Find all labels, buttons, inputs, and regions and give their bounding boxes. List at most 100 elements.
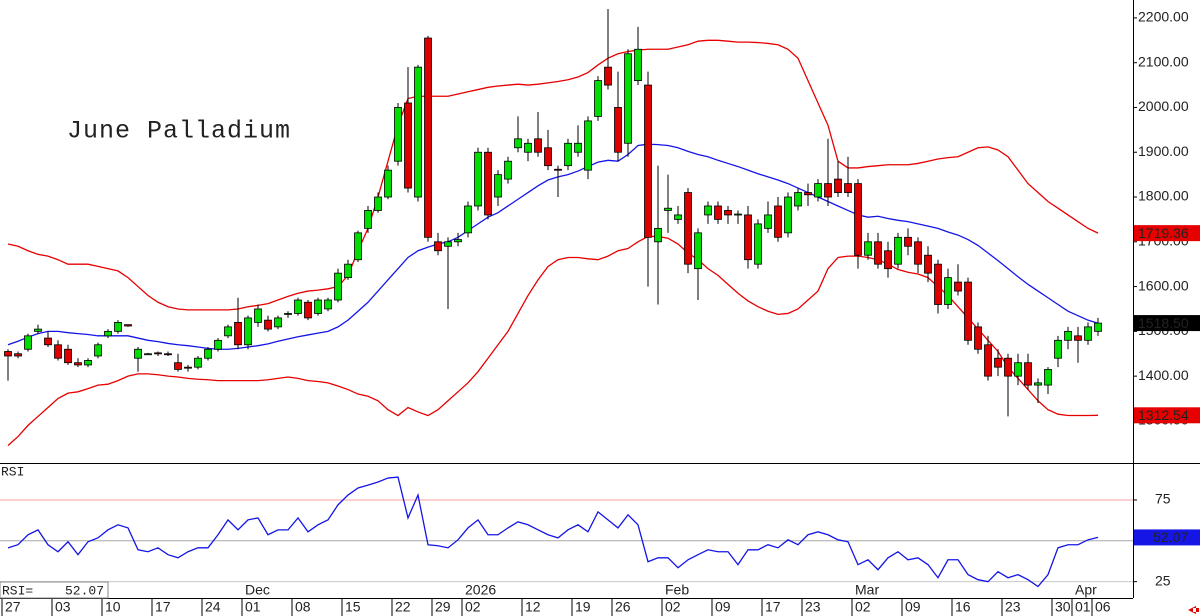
candle-body [244,317,252,346]
candle-body [494,174,502,198]
candle-body [504,160,512,180]
x-tick-label: 17 [155,599,171,615]
candle-body [734,213,742,216]
candle-body [594,80,602,117]
candle-body [544,147,552,167]
price-box [1134,315,1200,332]
candle-body [274,317,282,328]
candle-body [14,353,22,357]
band-value-box [1134,407,1200,424]
y-tick-label: 1600.00 [1138,277,1189,293]
candle-body [1074,335,1082,341]
y-tick-label: 2000.00 [1138,98,1189,114]
x-tick-label: 02 [855,599,871,615]
candle-body [884,250,892,270]
band-value-label: 1312.54 [1138,407,1189,423]
x-tick-label: 19 [575,599,591,615]
candle-body [74,362,82,366]
x-tick-label: 03 [55,599,71,615]
candle-body [64,348,72,364]
candle-body [934,263,942,305]
candle-body [684,192,692,265]
candle-body [654,227,662,243]
x-tick-label: 24 [205,599,221,615]
candle-body [454,239,462,243]
candle-body [264,319,272,330]
candle-body [1004,357,1012,377]
x-tick-label: 06 [1095,599,1111,615]
x-tick-label: 26 [615,599,631,615]
candle-body [1014,362,1022,377]
candle-body [464,205,472,234]
candle-body [614,107,622,153]
candle-body [134,348,142,359]
candle-body [194,357,202,368]
candle-body [104,330,112,337]
x-tick-label: 02 [465,599,481,615]
candle-body [514,138,522,149]
candle-body [744,214,752,261]
candle-body [114,321,122,332]
candle-body [944,277,952,305]
x-tick-label: 12 [525,599,541,615]
x-tick-label: 01 [1075,599,1091,615]
band-value-label: 1719.36 [1138,225,1189,241]
candle-body [714,205,722,220]
candle-body [834,178,842,193]
rsi-value-label: 52.07 [1153,529,1188,545]
x-tick-label: 08 [295,599,311,615]
x-tick-label: 22 [395,599,411,615]
rsi-value-box [1134,529,1200,546]
x-tick-label: 09 [715,599,731,615]
candle-body [304,301,312,319]
month-label: Apr [1075,582,1097,598]
band-line [7,235,1099,447]
rsi-line [7,476,1099,588]
x-tick-label: 10 [105,599,121,615]
scroll-arrow[interactable] [1188,606,1199,614]
candle-body [524,142,532,153]
rsi-title: RSI [1,464,24,479]
x-tick-label: 16 [955,599,971,615]
candle-body [874,241,882,265]
candle-body [694,232,702,270]
candle-body [1044,369,1052,386]
candle-body [444,241,452,247]
candle-body [854,183,862,256]
candle-body [764,214,772,229]
price-label: 1518.50 [1138,315,1189,331]
band-value-box [1134,225,1200,242]
candle-body [904,236,912,247]
candle-body [804,192,812,196]
candle-body [384,169,392,198]
candle-body [414,66,422,198]
candle-body [824,183,832,198]
candle-body [774,205,782,238]
candle-body [984,344,992,377]
candle-body [534,138,542,153]
chart-title: June Palladium [67,117,291,146]
candle-body [784,196,792,234]
candle-body [24,335,32,350]
candle-body [674,214,682,220]
candle-body [644,84,652,238]
candle-body [314,299,322,314]
candle-body [124,324,132,327]
y-tick-label: 1800.00 [1138,188,1189,204]
candle-body [1054,339,1062,359]
candle-body [4,351,12,357]
x-tick-label: 30 [1055,599,1071,615]
candle-body [174,362,182,370]
candle-body [1034,382,1042,386]
candle-body [634,48,642,81]
candle-body [624,53,632,144]
band-line [7,39,1099,311]
candle-body [54,344,62,359]
rsi-readout-box [0,581,109,599]
candle-body [164,353,172,356]
candle-body [204,348,212,359]
candle-body [664,207,672,211]
candle-body [1064,330,1072,341]
candle-body [1084,326,1092,341]
y-tick-label: 75 [1155,491,1171,507]
